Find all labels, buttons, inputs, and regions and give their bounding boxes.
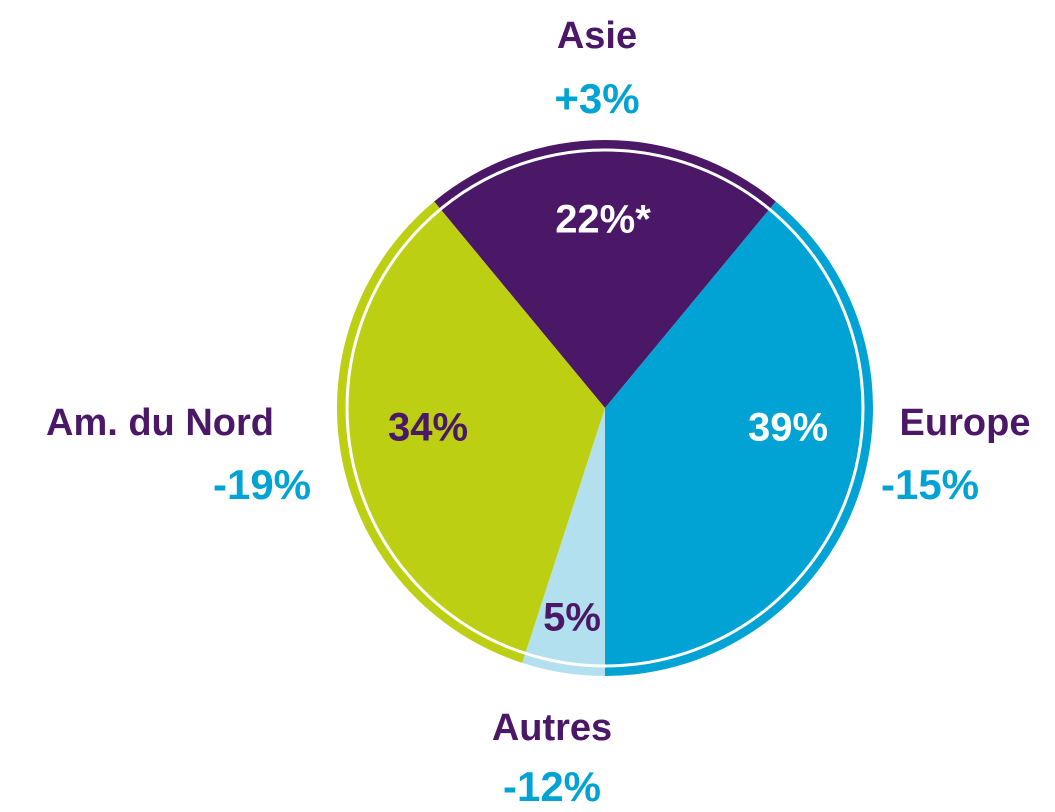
inner-ring: [345, 148, 865, 668]
category-label: Am. du Nord: [46, 402, 274, 444]
pie-slice: [522, 408, 605, 676]
change-label: +3%: [554, 75, 639, 122]
category-label: Autres: [492, 707, 612, 749]
value-label: 39%: [748, 406, 828, 450]
pie-slice: [337, 201, 605, 663]
value-label: 5%: [543, 596, 601, 640]
change-label: -12%: [503, 763, 601, 810]
category-label: Europe: [900, 402, 1031, 444]
pie-slice: [605, 201, 874, 677]
change-label: -15%: [881, 461, 979, 508]
category-label: Asie: [557, 15, 637, 57]
value-label: 22%*: [555, 198, 651, 242]
value-label: 34%: [388, 406, 468, 450]
pie-slice: [434, 139, 776, 408]
change-label: -19%: [213, 461, 311, 508]
